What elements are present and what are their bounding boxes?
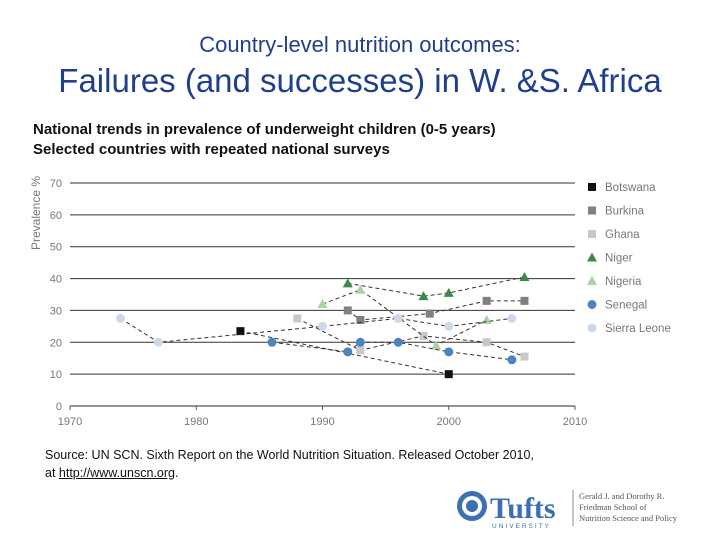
legend-item-niger: Niger bbox=[587, 252, 633, 265]
source-text: Source: UN SCN. Sixth Report on the Worl… bbox=[45, 448, 534, 462]
legend-item-sierra-leone: Sierra Leone bbox=[587, 323, 671, 335]
x-tick-label: 2000 bbox=[437, 416, 461, 428]
data-point-nigeria bbox=[431, 340, 442, 350]
y-tick-label: 0 bbox=[56, 401, 62, 413]
legend-marker-burkina bbox=[588, 206, 596, 215]
data-point-ghana bbox=[293, 314, 302, 323]
legend-marker-sierra-leone bbox=[587, 323, 597, 333]
x-tick-label: 1990 bbox=[310, 416, 334, 428]
data-point-ghana bbox=[520, 352, 529, 361]
data-point-botswana bbox=[236, 327, 245, 336]
data-point-ghana bbox=[356, 346, 365, 355]
data-point-senegal bbox=[444, 347, 454, 357]
y-tick-label: 50 bbox=[50, 242, 62, 254]
series-line-sierra-leone bbox=[120, 317, 512, 343]
legend-label: Sierra Leone bbox=[605, 323, 671, 335]
series-senegal bbox=[267, 337, 517, 365]
chart-legend: Botswana Burkina Ghana Niger Nigeria Senegal S… bbox=[587, 182, 671, 335]
legend-label: Burkina bbox=[605, 206, 645, 218]
legend-label: Nigeria bbox=[605, 276, 642, 288]
series-line-senegal bbox=[271, 341, 512, 361]
page-title: Failures (and successes) in W. &S. Afric… bbox=[58, 62, 662, 99]
data-point-burkina bbox=[482, 296, 491, 305]
kicker-title: Country-level nutrition outcomes: bbox=[199, 32, 521, 57]
logo-university: UNIVERSITY bbox=[492, 523, 551, 530]
y-tick-label: 10 bbox=[50, 369, 62, 381]
legend-item-ghana: Ghana bbox=[588, 229, 640, 241]
data-point-ghana bbox=[419, 331, 428, 340]
data-point-burkina bbox=[343, 306, 352, 315]
data-point-niger bbox=[519, 271, 530, 281]
x-axis-ticks: 1970 1980 1990 2000 2010 bbox=[58, 406, 587, 428]
legend-label: Niger bbox=[605, 253, 633, 265]
source-suffix: . bbox=[174, 466, 179, 480]
series-sierra-leone bbox=[116, 313, 517, 347]
y-tick-label: 40 bbox=[50, 274, 62, 286]
series-ghana bbox=[293, 314, 529, 361]
legend-item-nigeria: Nigeria bbox=[587, 276, 642, 288]
chart-subtitle-1: National trends in prevalence of underwe… bbox=[33, 121, 496, 138]
x-tick-label: 2010 bbox=[563, 416, 587, 428]
data-point-senegal bbox=[393, 337, 403, 347]
source-link[interactable]: http://www.unscn.org bbox=[58, 466, 175, 480]
data-point-sierra-leone bbox=[153, 337, 163, 347]
x-tick-label: 1970 bbox=[58, 416, 82, 428]
legend-label: Senegal bbox=[605, 300, 647, 312]
x-tick-label: 1980 bbox=[184, 416, 208, 428]
logo-school-line3: Nutrition Science and Policy bbox=[579, 513, 678, 523]
legend-item-senegal: Senegal bbox=[587, 300, 647, 312]
series-niger bbox=[342, 271, 530, 301]
series-line-nigeria bbox=[322, 289, 487, 347]
legend-marker-senegal bbox=[587, 300, 597, 309]
series-line-niger bbox=[347, 276, 525, 297]
y-axis-label: Prevalence % bbox=[29, 176, 43, 250]
legend-item-botswana: Botswana bbox=[588, 182, 656, 194]
data-point-burkina bbox=[356, 315, 365, 324]
data-point-burkina bbox=[520, 296, 529, 305]
legend-label: Ghana bbox=[605, 229, 640, 241]
series-burkina bbox=[343, 296, 529, 324]
data-point-burkina bbox=[425, 309, 434, 318]
data-point-botswana bbox=[444, 370, 453, 379]
y-tick-label: 30 bbox=[50, 305, 62, 317]
data-point-nigeria bbox=[355, 284, 366, 294]
series-line-ghana bbox=[297, 317, 525, 358]
data-point-niger bbox=[443, 287, 454, 297]
logo-school-line1: Gerald J. and Dorothy R. bbox=[579, 491, 664, 501]
chart-grid bbox=[70, 182, 575, 407]
legend-label: Botswana bbox=[605, 182, 656, 194]
data-point-senegal bbox=[267, 337, 277, 347]
data-point-sierra-leone bbox=[507, 313, 517, 323]
data-point-ghana bbox=[482, 338, 491, 347]
data-point-senegal bbox=[355, 337, 365, 347]
legend-item-burkina: Burkina bbox=[588, 206, 645, 218]
legend-marker-nigeria bbox=[587, 276, 597, 285]
y-tick-label: 20 bbox=[50, 337, 62, 349]
data-point-sierra-leone bbox=[318, 321, 327, 331]
y-axis-ticks: 0 10 20 30 40 50 60 70 bbox=[50, 178, 62, 413]
data-point-nigeria bbox=[317, 299, 328, 309]
data-point-senegal bbox=[507, 355, 517, 365]
source-note: Source: UN SCN. Sixth Report on the Worl… bbox=[45, 446, 645, 482]
data-point-nigeria bbox=[481, 314, 492, 324]
legend-marker-ghana bbox=[588, 230, 596, 238]
source-prefix: at bbox=[45, 466, 59, 480]
data-point-sierra-leone bbox=[116, 313, 125, 323]
logo-school-line2: Friedman School of bbox=[579, 502, 647, 512]
logo-wordmark: Tufts bbox=[490, 492, 556, 525]
data-point-sierra-leone bbox=[393, 313, 403, 323]
chart: 0 10 20 30 40 50 60 70 1970 1980 1990 2000 2010 Pre… bbox=[29, 176, 671, 428]
y-tick-label: 70 bbox=[50, 178, 62, 190]
tufts-seal-icon bbox=[457, 491, 487, 521]
chart-series bbox=[116, 271, 530, 379]
tufts-logo: Tufts UNIVERSITY Gerald J. and Dorothy R… bbox=[457, 490, 678, 530]
data-point-senegal bbox=[343, 347, 353, 357]
data-point-niger bbox=[342, 278, 353, 288]
data-point-niger bbox=[418, 291, 429, 301]
legend-marker-niger bbox=[587, 252, 597, 262]
y-tick-label: 60 bbox=[50, 210, 62, 222]
data-point-sierra-leone bbox=[444, 321, 454, 331]
chart-subtitle-2: Selected countries with repeated nationa… bbox=[33, 141, 390, 158]
legend-marker-botswana bbox=[588, 183, 596, 191]
